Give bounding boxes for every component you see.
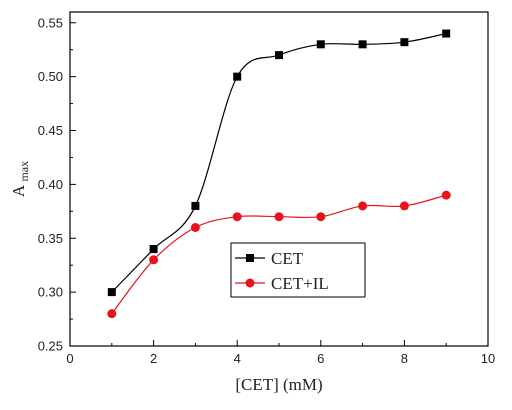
data-point	[149, 255, 159, 265]
series-cet	[107, 29, 451, 297]
x-tick-label: 8	[401, 351, 408, 366]
data-point	[399, 201, 409, 211]
data-point	[274, 212, 284, 222]
data-point	[400, 38, 409, 47]
legend-marker	[246, 254, 254, 262]
y-axis-title-sub: max	[17, 161, 31, 182]
data-point	[316, 40, 325, 49]
data-point	[316, 212, 326, 222]
y-tick-label: 0.25	[38, 339, 63, 354]
data-point	[441, 190, 451, 200]
data-point	[232, 212, 242, 222]
data-point	[190, 222, 200, 232]
y-tick-label: 0.35	[38, 231, 63, 246]
y-tick-label: 0.40	[38, 177, 63, 192]
y-tick-label: 0.30	[38, 285, 63, 300]
data-point	[233, 72, 242, 81]
legend-box	[230, 242, 366, 298]
axis-titles: [CET] (mM) A max	[9, 161, 323, 394]
data-point	[275, 51, 283, 60]
y-tick-label: 0.45	[38, 123, 63, 138]
legend-item: CET	[235, 249, 304, 268]
series-cet-il	[107, 190, 451, 319]
x-tick-label: 2	[150, 351, 157, 366]
x-tick-label: 6	[317, 351, 324, 366]
data-point	[107, 288, 116, 297]
ticks: 0 2 4 6 8 10 0.25 0.30 0.35 0.40 0.45 0.50 0.55	[38, 15, 496, 366]
legend-label: CET+IL	[271, 274, 329, 293]
data-point	[358, 201, 368, 211]
legend-item: CET+IL	[235, 274, 329, 293]
y-tick-label: 0.55	[38, 15, 63, 30]
data-point	[358, 40, 367, 49]
data-point	[107, 309, 117, 319]
legend: CET CET+IL	[230, 242, 366, 298]
data-point	[442, 29, 451, 38]
series-layer	[107, 29, 451, 319]
x-tick-label: 0	[66, 351, 73, 366]
x-axis-title: [CET] (mM)	[235, 375, 322, 394]
x-tick-label: 10	[481, 351, 495, 366]
data-point	[191, 201, 200, 210]
y-axis-title: A max	[9, 161, 31, 197]
legend-marker	[245, 278, 255, 288]
data-point	[149, 245, 158, 254]
x-tick-label: 4	[234, 351, 241, 366]
legend-label: CET	[271, 249, 304, 268]
y-tick-label: 0.50	[38, 69, 63, 84]
series-line	[111, 32, 447, 293]
y-axis-title-main: A	[9, 184, 28, 197]
